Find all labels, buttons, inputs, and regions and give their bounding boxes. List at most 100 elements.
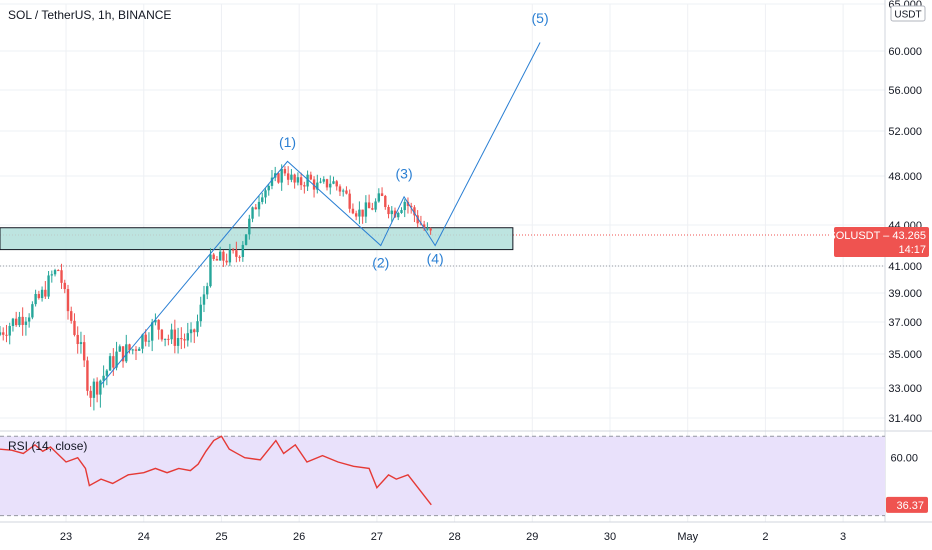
candle-body — [387, 207, 390, 215]
candle-body — [141, 334, 144, 349]
candle — [218, 246, 222, 261]
wave-label: (2) — [372, 254, 389, 270]
candle-body — [241, 244, 245, 257]
last-price-value: SOLUSDT – 43.265 — [828, 230, 926, 242]
wave-label: (4) — [427, 250, 444, 266]
candle-body — [380, 193, 384, 196]
candle — [306, 170, 309, 192]
candle-body — [147, 340, 151, 342]
candle-body — [319, 181, 322, 183]
candle-body — [312, 179, 316, 190]
candle — [99, 379, 102, 408]
candle — [241, 241, 245, 262]
candle-body — [409, 205, 413, 208]
candle-body — [27, 317, 31, 322]
currency-badge-box — [890, 5, 926, 22]
candle — [244, 234, 248, 246]
candle — [128, 343, 131, 354]
candle — [0, 326, 2, 337]
candle — [176, 327, 180, 354]
candle-body — [264, 190, 267, 198]
candle — [196, 314, 199, 337]
candle — [50, 270, 54, 283]
candle — [138, 346, 141, 351]
candle-body — [160, 329, 164, 340]
candle — [251, 206, 254, 223]
candle-body — [345, 190, 348, 194]
candle-body — [14, 318, 18, 326]
candle-body — [248, 218, 251, 235]
candle-body — [293, 174, 296, 183]
wave-label: (3) — [396, 165, 413, 181]
candle — [86, 356, 89, 396]
candle-body — [238, 256, 241, 258]
candle-body — [186, 333, 189, 341]
rsi-indicator-title[interactable]: RSI (14, close) — [8, 439, 88, 453]
time-axis: 23 24 25 26 27 28 29 30 May 2 3 — [60, 531, 846, 543]
candle-body — [76, 334, 79, 345]
candle-body — [400, 210, 403, 213]
candle — [387, 204, 390, 219]
candle-body — [251, 207, 254, 219]
candle-body — [390, 210, 393, 215]
candle-body — [422, 224, 426, 229]
candle — [18, 311, 21, 328]
candle-body — [225, 260, 228, 263]
candle — [377, 188, 381, 203]
candle-body — [335, 181, 338, 187]
candle-body — [374, 201, 377, 210]
candle-body — [416, 215, 419, 224]
candle — [329, 175, 332, 195]
rsi-tick-label: 60.00 — [890, 453, 918, 465]
candle-body — [60, 270, 63, 283]
candle — [380, 187, 384, 197]
candle — [277, 171, 280, 184]
candle — [309, 171, 313, 181]
candle-body — [296, 177, 300, 183]
candle-body — [342, 190, 345, 192]
candle — [390, 206, 393, 223]
candle — [290, 169, 293, 183]
candle-body — [21, 316, 24, 325]
candle — [429, 227, 432, 235]
candle — [338, 184, 342, 197]
candle-body — [299, 177, 303, 186]
candle — [426, 222, 429, 231]
candle-body — [11, 318, 15, 326]
candle — [118, 344, 121, 353]
candle — [180, 327, 183, 350]
candle — [92, 378, 96, 411]
candle — [267, 183, 270, 196]
time-tick-label: 28 — [448, 531, 460, 543]
candle-body — [157, 319, 160, 330]
candle-body — [82, 342, 86, 361]
candle — [332, 176, 335, 185]
candle-body — [257, 201, 261, 210]
symbol-title[interactable]: SOL / TetherUS, 1h, BINANCE — [8, 8, 172, 22]
candle — [235, 241, 238, 263]
grid-lines — [0, 3, 885, 522]
candle-body — [309, 174, 313, 180]
candle — [400, 207, 403, 214]
price-tick-label: 60.000 — [888, 46, 922, 58]
candle — [348, 189, 351, 213]
candle — [422, 220, 426, 231]
price-tick-label: 48.000 — [888, 171, 922, 183]
candle-body — [144, 334, 147, 342]
candle — [222, 249, 225, 267]
wave-label: (1) — [279, 134, 296, 150]
time-tick-label: 2 — [762, 531, 768, 543]
candle-body — [173, 329, 177, 346]
candle — [351, 203, 355, 215]
candle — [160, 328, 164, 342]
candle — [21, 307, 24, 336]
rsi-line — [0, 435, 432, 506]
candle-body — [202, 294, 206, 305]
candle-body — [180, 338, 183, 340]
candle-body — [79, 342, 83, 345]
candle-body — [290, 174, 293, 180]
candle-body — [354, 213, 358, 217]
candle — [371, 202, 374, 211]
candle-body — [105, 370, 109, 376]
